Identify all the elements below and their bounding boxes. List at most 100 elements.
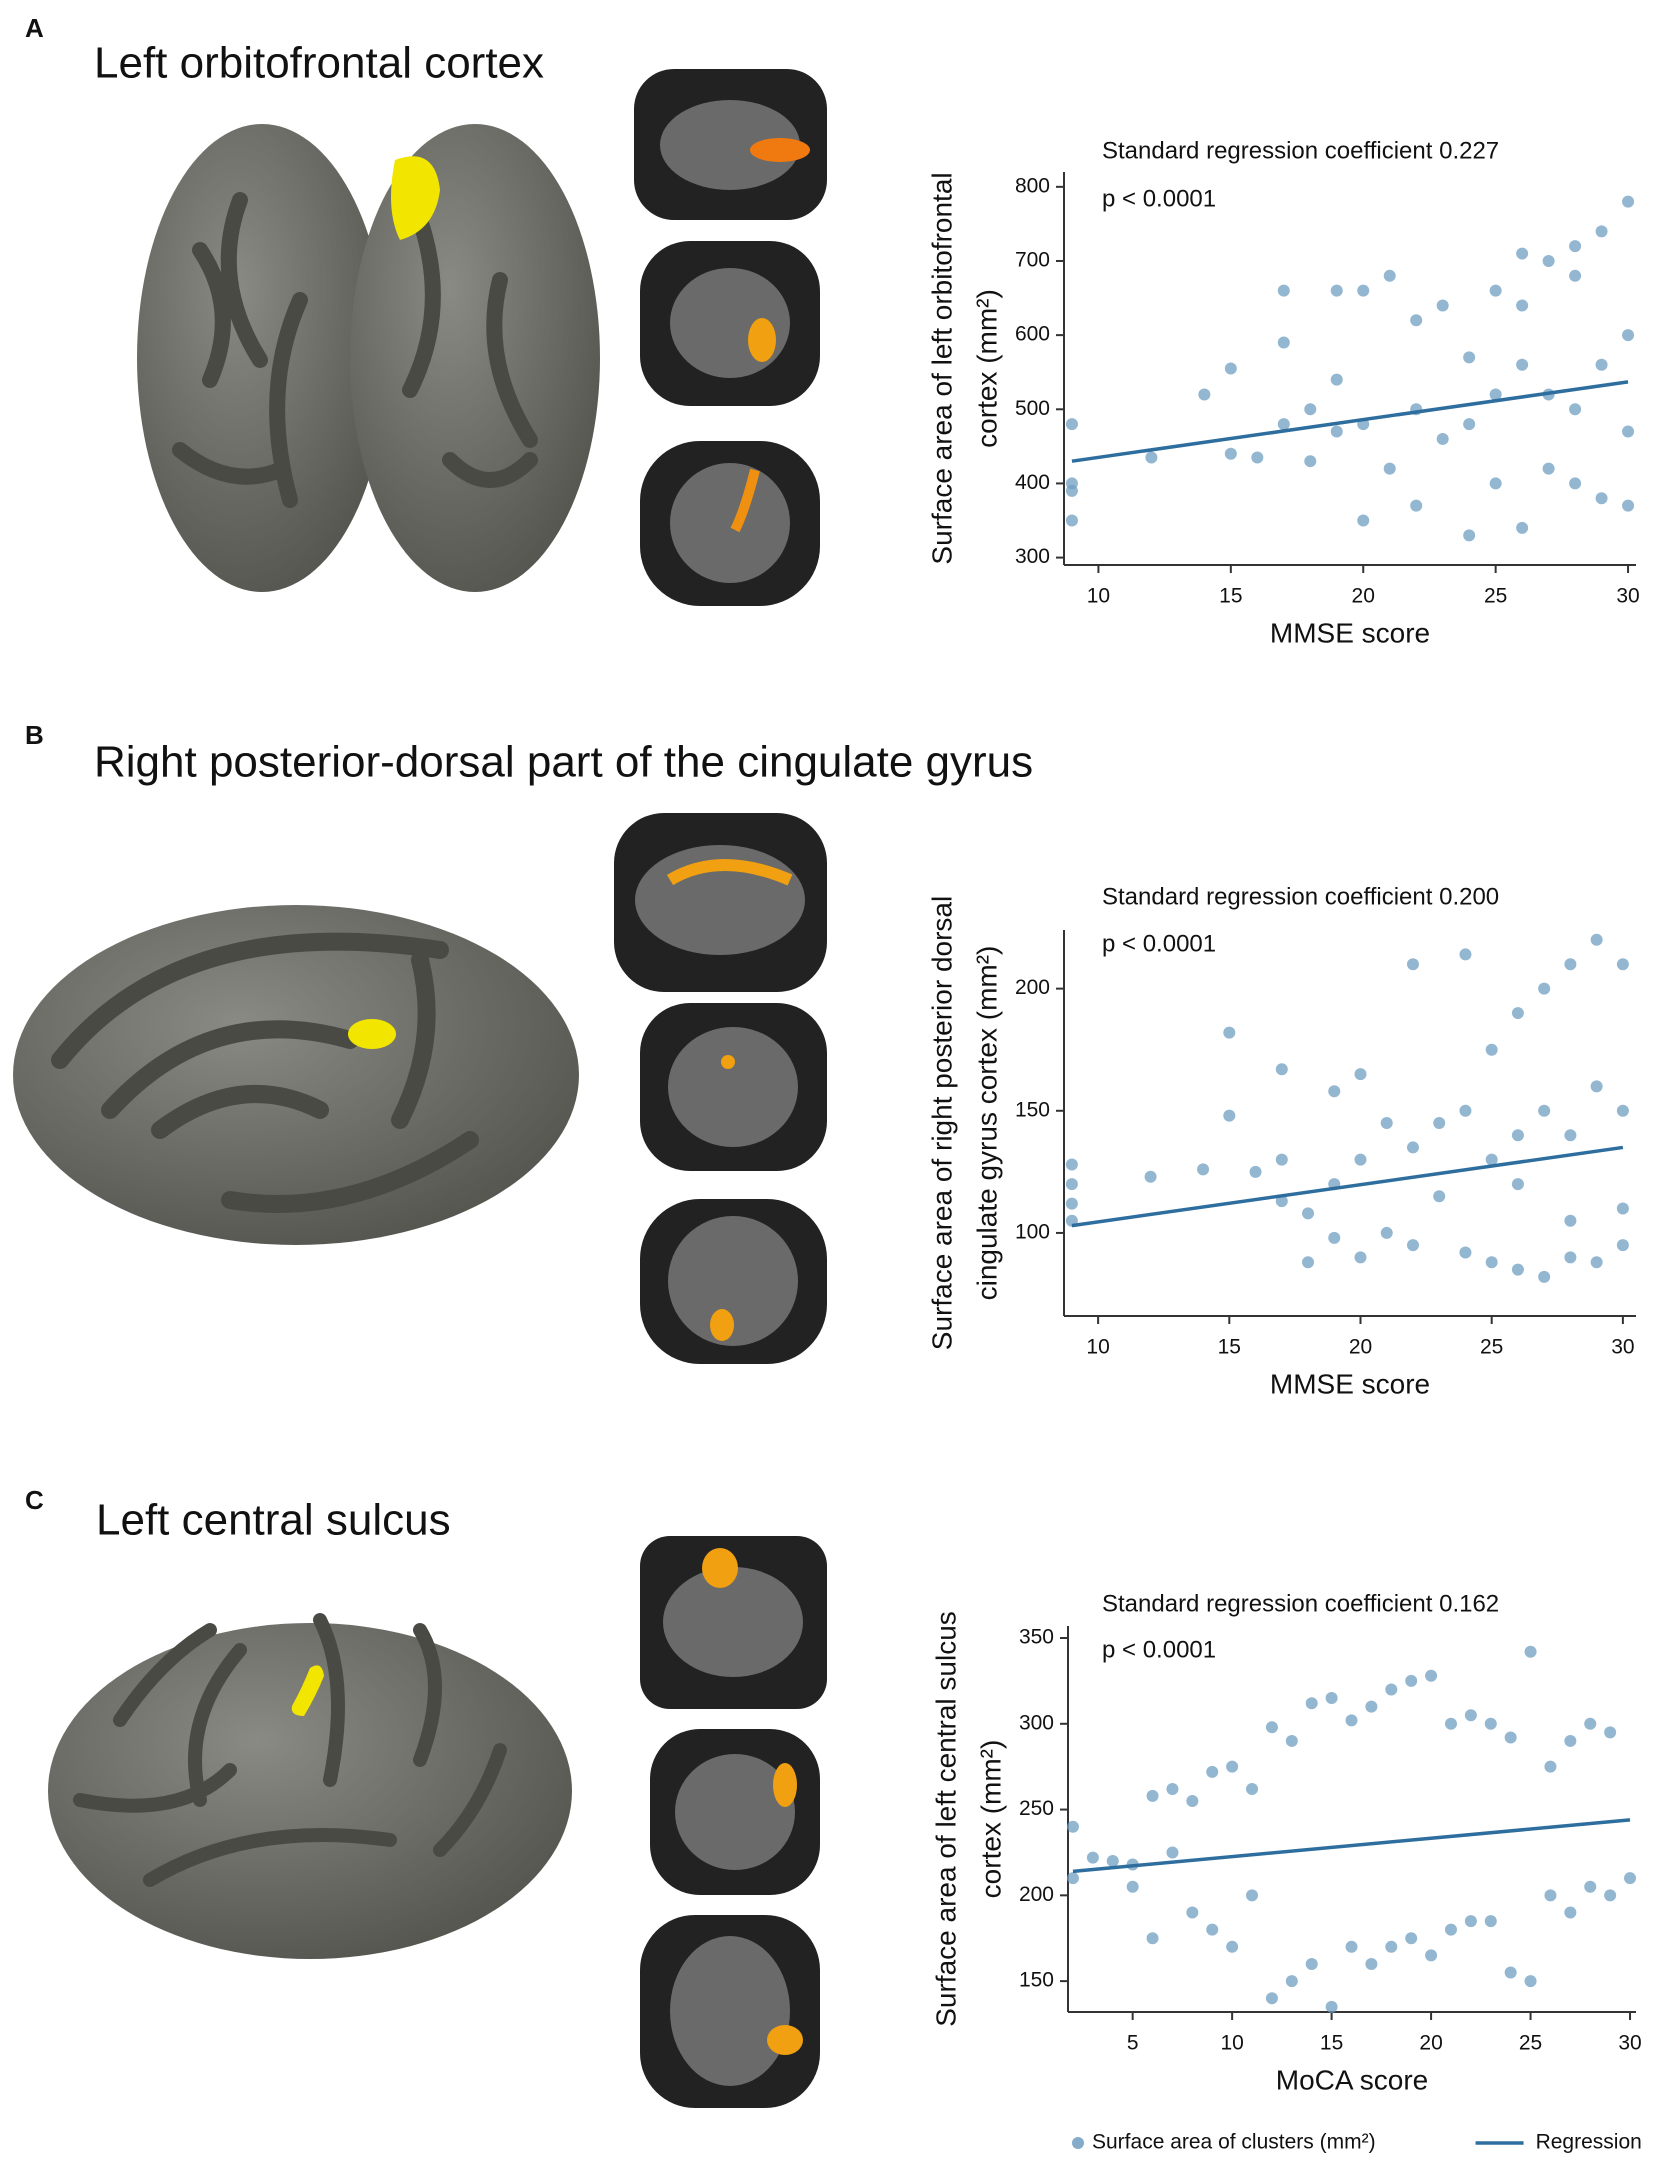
data-point <box>1425 1669 1438 1682</box>
data-point <box>1197 1163 1210 1176</box>
data-point <box>1595 225 1608 238</box>
x-tick-label: 30 <box>1611 1336 1634 1359</box>
data-point <box>1206 1765 1219 1778</box>
data-point <box>1224 447 1237 460</box>
data-point <box>1564 1906 1577 1919</box>
data-point <box>1485 1256 1498 1269</box>
annotation: p < 0.0001 <box>1102 1636 1216 1663</box>
data-point <box>1066 1872 1079 1885</box>
data-point <box>1223 1109 1236 1122</box>
data-point <box>1489 388 1502 401</box>
data-point <box>1584 1717 1597 1730</box>
data-point <box>1146 1789 1159 1802</box>
x-tick-label: 25 <box>1519 2032 1542 2055</box>
data-point <box>1524 1975 1537 1988</box>
x-tick-label: 25 <box>1480 1336 1503 1359</box>
x-axis-label: MMSE score <box>1270 1368 1430 1399</box>
annotation: p < 0.0001 <box>1102 930 1216 957</box>
data-point <box>1485 1043 1498 1056</box>
data-point <box>1433 1190 1446 1203</box>
data-point <box>1275 1195 1288 1208</box>
data-point <box>1330 284 1343 297</box>
data-point <box>1354 1153 1367 1166</box>
brain-illustration <box>137 124 600 592</box>
data-point <box>1569 240 1582 253</box>
x-tick-label: 30 <box>1618 2032 1641 2055</box>
data-point <box>1365 1700 1378 1713</box>
data-point <box>1433 1117 1446 1129</box>
data-point <box>1564 958 1577 971</box>
data-point <box>1065 484 1078 497</box>
data-point <box>1511 1129 1524 1142</box>
data-point <box>1564 1251 1577 1264</box>
data-point <box>1622 425 1635 438</box>
x-tick-label: 15 <box>1218 1336 1241 1359</box>
panel-label: B <box>25 720 44 750</box>
data-point <box>1504 1731 1517 1744</box>
data-point <box>1595 492 1608 505</box>
panel-label: A <box>25 13 44 43</box>
data-point <box>1223 1026 1236 1039</box>
y-tick-label: 250 <box>1019 1797 1054 1820</box>
data-point <box>1590 1256 1603 1269</box>
data-point <box>1186 1794 1199 1807</box>
data-point <box>1584 1880 1597 1893</box>
data-point <box>1275 1153 1288 1166</box>
y-tick-label: 400 <box>1015 471 1050 494</box>
y-tick-label: 600 <box>1015 323 1050 346</box>
data-point <box>1226 1760 1239 1773</box>
y-axis-label: Surface area of left central sulcus <box>930 1611 961 2027</box>
data-point <box>1538 982 1551 995</box>
data-point <box>1224 362 1237 375</box>
x-tick-label: 10 <box>1087 585 1110 608</box>
data-point <box>1166 1782 1179 1795</box>
legend-label: Regression <box>1536 2131 1642 2154</box>
y-tick-label: 800 <box>1015 174 1050 197</box>
data-point <box>1405 1932 1418 1945</box>
data-point <box>1516 358 1529 371</box>
data-point <box>1198 388 1211 401</box>
data-point <box>1564 1129 1577 1142</box>
panel-label: C <box>25 1485 44 1515</box>
y-tick-label: 300 <box>1019 1711 1054 1734</box>
data-point <box>1265 1992 1278 2005</box>
data-point <box>1544 1760 1557 1773</box>
data-point <box>1542 462 1555 475</box>
data-point <box>1330 373 1343 386</box>
data-point <box>1304 403 1317 416</box>
legend-marker <box>1072 2137 1084 2149</box>
data-point <box>1622 499 1635 512</box>
x-tick-label: 10 <box>1220 2032 1243 2055</box>
legend-label: Surface area of clusters (mm²) <box>1092 2131 1376 2154</box>
data-point <box>1463 529 1476 542</box>
data-point <box>1463 418 1476 431</box>
data-point <box>1459 1104 1472 1117</box>
annotation: Standard regression coefficient 0.162 <box>1102 1590 1499 1617</box>
x-tick-label: 30 <box>1616 585 1639 608</box>
regression-line <box>1071 380 1629 463</box>
data-point <box>1564 1734 1577 1747</box>
data-point <box>1186 1906 1199 1919</box>
data-point <box>1365 1957 1378 1970</box>
data-point <box>1145 451 1158 464</box>
data-point <box>1065 1197 1078 1210</box>
data-point <box>1285 1975 1298 1988</box>
x-tick-label: 25 <box>1484 585 1507 608</box>
data-point <box>1464 1709 1477 1722</box>
data-point <box>1328 1085 1341 1098</box>
y-tick-label: 500 <box>1015 397 1050 420</box>
data-point <box>1524 1645 1537 1658</box>
data-point <box>1265 1721 1278 1734</box>
data-point <box>1459 1246 1472 1259</box>
data-point <box>1516 521 1529 534</box>
data-point <box>1590 1080 1603 1093</box>
data-point <box>1569 269 1582 282</box>
data-point <box>1065 1178 1078 1191</box>
brain-illustration <box>48 1613 572 1959</box>
data-point <box>1406 1141 1419 1154</box>
data-point <box>1410 499 1423 512</box>
regression-line <box>1072 1818 1631 1874</box>
y-axis-label: cortex (mm²) <box>971 289 1002 448</box>
y-axis-label: Surface area of right posterior dorsal <box>926 896 957 1350</box>
x-tick-label: 15 <box>1320 2032 1343 2055</box>
